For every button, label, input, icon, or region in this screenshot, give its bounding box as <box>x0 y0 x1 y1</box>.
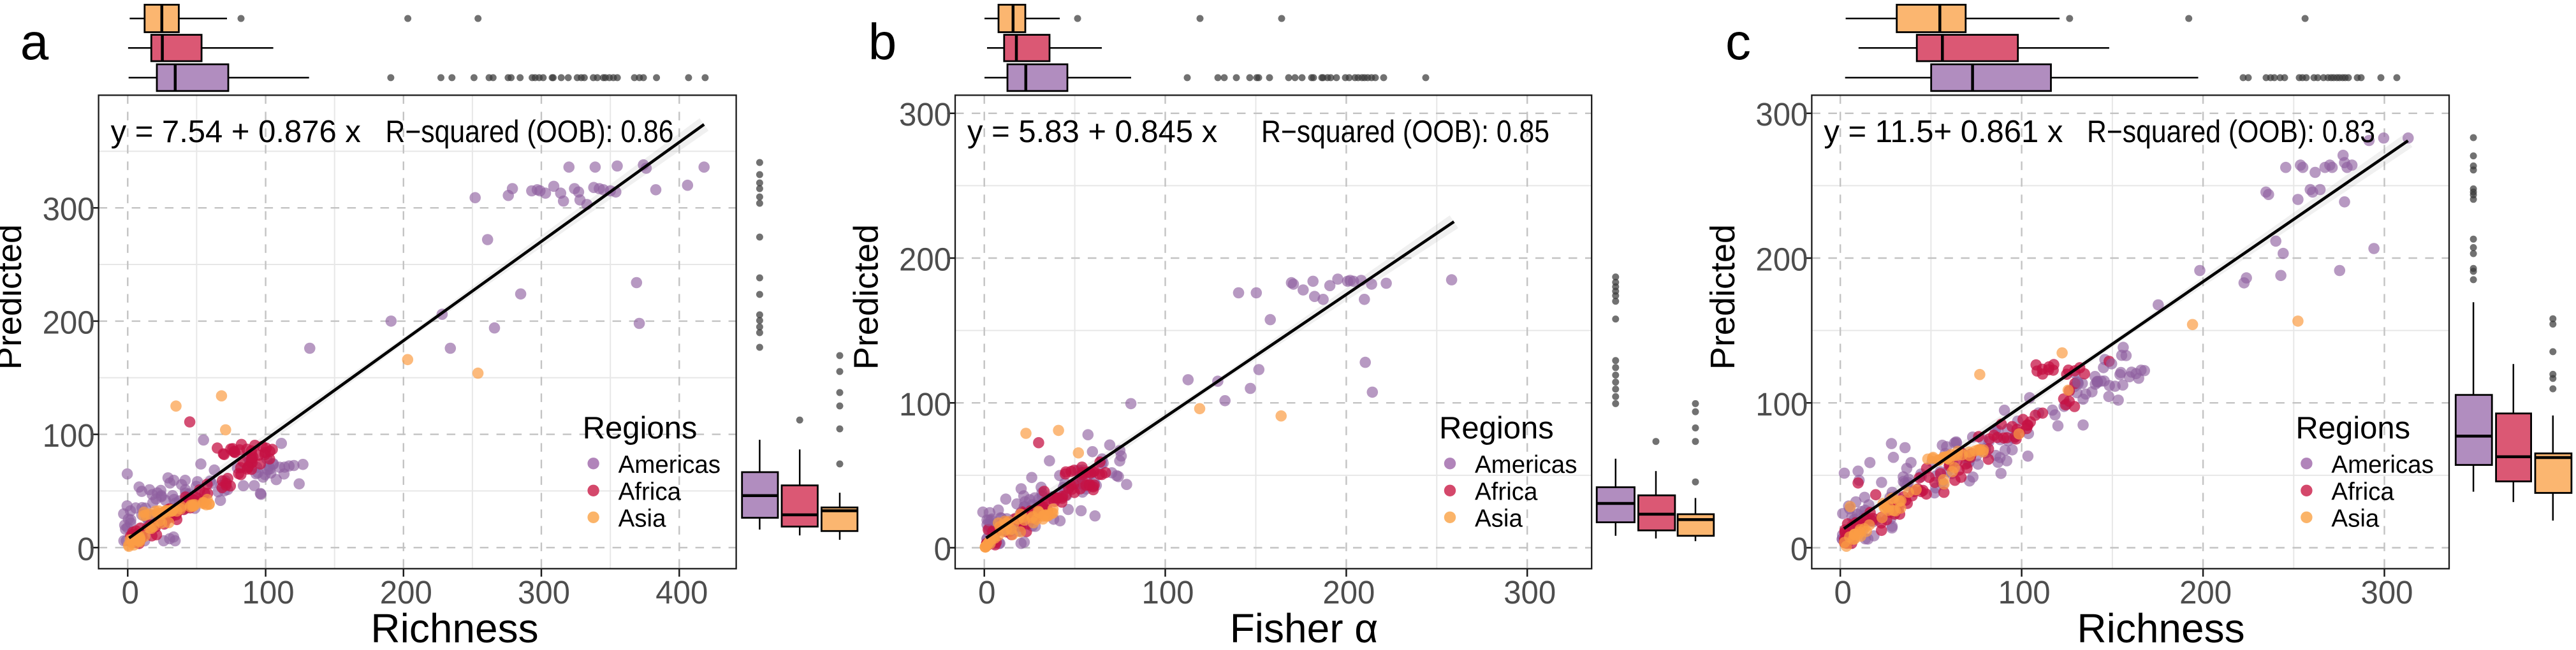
svg-text:300: 300 <box>43 191 95 227</box>
svg-text:0: 0 <box>77 531 95 567</box>
svg-text:200: 200 <box>380 574 432 610</box>
svg-text:Regions: Regions <box>1439 411 1554 445</box>
svg-text:0: 0 <box>122 574 140 610</box>
svg-text:300: 300 <box>2361 574 2413 610</box>
svg-text:Richness: Richness <box>2077 605 2244 650</box>
svg-text:Predicted: Predicted <box>0 224 29 370</box>
svg-text:y = 11.5+ 0.861 x: y = 11.5+ 0.861 x <box>1824 115 2063 149</box>
svg-text:Asia: Asia <box>2331 505 2379 532</box>
svg-text:200: 200 <box>43 304 95 340</box>
svg-text:200: 200 <box>899 242 951 278</box>
svg-text:100: 100 <box>242 574 295 610</box>
svg-text:c: c <box>1725 13 1751 70</box>
svg-text:y = 5.83 + 0.845 x: y = 5.83 + 0.845 x <box>967 115 1217 149</box>
svg-text:Africa: Africa <box>2331 478 2394 505</box>
svg-text:Africa: Africa <box>1475 478 1538 505</box>
svg-text:0: 0 <box>978 574 996 610</box>
svg-text:Predicted: Predicted <box>1704 224 1742 370</box>
svg-text:R−squared (OOB): 0.85: R−squared (OOB): 0.85 <box>1261 115 1549 149</box>
svg-text:Richness: Richness <box>370 605 538 650</box>
svg-text:300: 300 <box>1755 96 1808 133</box>
svg-text:Asia: Asia <box>1475 505 1523 532</box>
svg-text:R−squared (OOB): 0.86: R−squared (OOB): 0.86 <box>386 115 674 149</box>
svg-text:a: a <box>20 13 49 70</box>
svg-text:Regions: Regions <box>2295 411 2410 445</box>
svg-text:200: 200 <box>1322 574 1375 610</box>
svg-text:Americas: Americas <box>618 451 721 479</box>
svg-text:Regions: Regions <box>583 411 698 445</box>
svg-text:0: 0 <box>934 531 952 567</box>
svg-text:y = 7.54 + 0.876 x: y = 7.54 + 0.876 x <box>111 115 361 149</box>
svg-text:300: 300 <box>518 574 570 610</box>
svg-text:400: 400 <box>655 574 708 610</box>
svg-text:200: 200 <box>2179 574 2232 610</box>
svg-text:R−squared (OOB): 0.83: R−squared (OOB): 0.83 <box>2087 115 2375 149</box>
svg-text:Fisher α: Fisher α <box>1230 605 1379 650</box>
svg-text:100: 100 <box>899 386 951 422</box>
svg-text:Americas: Americas <box>2331 451 2433 479</box>
svg-text:0: 0 <box>1834 574 1852 610</box>
svg-text:Africa: Africa <box>618 478 682 505</box>
svg-text:300: 300 <box>1504 574 1556 610</box>
svg-text:200: 200 <box>1755 242 1808 278</box>
svg-text:0: 0 <box>1790 531 1808 567</box>
svg-text:b: b <box>868 13 897 70</box>
svg-text:100: 100 <box>1755 386 1808 422</box>
svg-text:300: 300 <box>899 96 951 133</box>
svg-text:Predicted: Predicted <box>847 224 886 370</box>
svg-text:Asia: Asia <box>618 505 666 532</box>
svg-text:100: 100 <box>1142 574 1194 610</box>
svg-text:Americas: Americas <box>1475 451 1577 479</box>
svg-text:100: 100 <box>1998 574 2051 610</box>
svg-text:100: 100 <box>43 417 95 454</box>
